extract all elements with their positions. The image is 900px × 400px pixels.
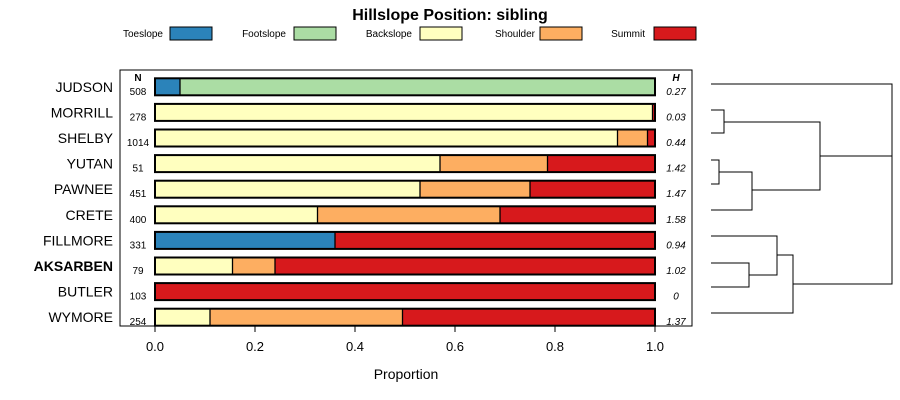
bar-outline-fillmore [154, 230, 656, 250]
legend-swatch-shoulder [539, 26, 583, 41]
bar-segment-pawnee-summit [530, 180, 655, 198]
x-tick-label: 0.4 [346, 339, 364, 354]
h-value-crete: 1.58 [666, 215, 686, 226]
x-axis-title: Proportion [374, 366, 439, 382]
bar-segment-shelby-backslope [155, 129, 618, 147]
bar-rows: JUDSON 508 0.27 MORRILL 278 0.03 SHELBY 1014 0.4… [34, 77, 686, 328]
bar-outline-butler [154, 282, 656, 302]
x-tick-label: 1.0 [646, 339, 664, 354]
bar-segment-fillmore-toeslope [155, 231, 335, 249]
n-value-yutan: 51 [132, 164, 144, 175]
row-label-crete: CRETE [66, 207, 113, 223]
row-label-aksarben: AKSARBEN [34, 258, 113, 274]
legend-label-footslope: Footslope [242, 29, 286, 40]
row-label-wymore: WYMORE [48, 309, 113, 325]
legend-swatch-summit [653, 26, 697, 41]
dendrogram-branch-morrill-shelby [711, 109, 725, 134]
x-axis: 0.0 0.2 0.4 0.6 0.8 1.0 [146, 326, 664, 354]
bar-segment-judson-toeslope [155, 78, 180, 96]
bar-segment-crete-summit [500, 206, 655, 224]
n-value-pawnee: 451 [130, 189, 147, 200]
h-value-morrill: 0.03 [666, 112, 686, 123]
bar-segment-crete-shoulder [317, 206, 500, 224]
n-value-judson: 508 [130, 87, 147, 98]
bar-outline-yutan [154, 154, 656, 174]
chart-title: Hillslope Position: sibling [352, 7, 548, 24]
bar-outline-aksarben [154, 256, 656, 276]
h-value-judson: 0.27 [666, 87, 686, 98]
dendrogram-branch-judson [711, 83, 893, 157]
n-value-fillmore: 331 [130, 240, 147, 251]
bar-outline-morrill [154, 102, 656, 122]
bar-outline-shelby [154, 128, 656, 148]
dendrogram-branch-fillmore [711, 235, 778, 276]
n-value-butler: 103 [130, 292, 147, 303]
h-value-shelby: 0.44 [666, 138, 686, 149]
row-label-morrill: MORRILL [51, 104, 113, 120]
bar-segment-yutan-shoulder [440, 155, 548, 173]
dendrogram-branch-akbutler [711, 262, 750, 288]
n-value-morrill: 278 [130, 112, 147, 123]
dendrogram [711, 83, 893, 314]
bar-segment-shelby-shoulder [617, 129, 648, 147]
legend-label-toeslope: Toeslope [123, 29, 163, 40]
bar-segment-yutan-backslope [155, 155, 440, 173]
dendrogram-branch-lower-join [793, 156, 893, 285]
h-value-wymore: 1.37 [666, 317, 686, 328]
bar-segment-aksarben-summit [275, 257, 655, 275]
legend-swatch-footslope [293, 26, 337, 41]
h-value-butler: 0 [673, 292, 679, 303]
bar-outline-judson [154, 77, 656, 97]
h-value-pawnee: 1.47 [666, 189, 686, 200]
bar-segment-pawnee-shoulder [420, 180, 530, 198]
bar-outline-pawnee [154, 179, 656, 199]
dendrogram-branch-morrill-shelby-join [724, 121, 821, 191]
bar-segment-wymore-backslope [155, 308, 210, 326]
bar-segment-aksarben-backslope [155, 257, 233, 275]
row-label-fillmore: FILLMORE [43, 232, 113, 248]
bar-outline-wymore [154, 307, 656, 327]
n-column-header: N [134, 73, 141, 84]
row-label-butler: BUTLER [58, 284, 113, 300]
bar-segment-wymore-summit [402, 308, 655, 326]
legend-label-shoulder: Shoulder [495, 29, 536, 40]
legend-label-summit: Summit [611, 29, 645, 40]
bar-segment-pawnee-backslope [155, 180, 420, 198]
n-value-shelby: 1014 [127, 138, 150, 149]
bar-segment-morrill-summit [652, 103, 655, 121]
bar-segment-yutan-summit [547, 155, 655, 173]
x-tick-label: 0.0 [146, 339, 164, 354]
dendrogram-branch-yutan-pawnee [711, 159, 720, 185]
h-value-aksarben: 1.02 [666, 266, 686, 277]
row-label-pawnee: PAWNEE [54, 181, 113, 197]
legend: Toeslope Footslope Backslope Shoulder Summit [123, 26, 697, 41]
n-value-aksarben: 79 [132, 266, 144, 277]
h-column-header: H [672, 73, 680, 84]
h-value-yutan: 1.42 [666, 164, 686, 175]
bar-segment-shelby-summit [647, 129, 655, 147]
bar-segment-aksarben-shoulder [232, 257, 275, 275]
bar-segment-judson-footslope [180, 78, 655, 96]
bar-segment-morrill-backslope [155, 103, 653, 121]
n-value-crete: 400 [130, 215, 147, 226]
legend-swatch-backslope [419, 26, 463, 41]
bar-outline-crete [154, 205, 656, 225]
legend-label-backslope: Backslope [366, 29, 413, 40]
dendrogram-branch-yutan-pawnee-join [711, 171, 753, 211]
bar-segment-butler-summit [155, 283, 655, 301]
x-tick-label: 0.8 [546, 339, 564, 354]
row-label-judson: JUDSON [55, 79, 113, 95]
x-tick-label: 0.6 [446, 339, 464, 354]
x-tick-label: 0.2 [246, 339, 264, 354]
dendrogram-branch-wymore [711, 254, 794, 314]
h-value-fillmore: 0.94 [666, 240, 686, 251]
legend-swatch-toeslope [169, 26, 213, 41]
row-label-yutan: YUTAN [67, 156, 113, 172]
row-label-shelby: SHELBY [58, 130, 114, 146]
bar-segment-wymore-shoulder [210, 308, 403, 326]
bar-segment-fillmore-summit [335, 231, 655, 249]
bar-segment-crete-backslope [155, 206, 318, 224]
n-value-wymore: 254 [130, 317, 147, 328]
